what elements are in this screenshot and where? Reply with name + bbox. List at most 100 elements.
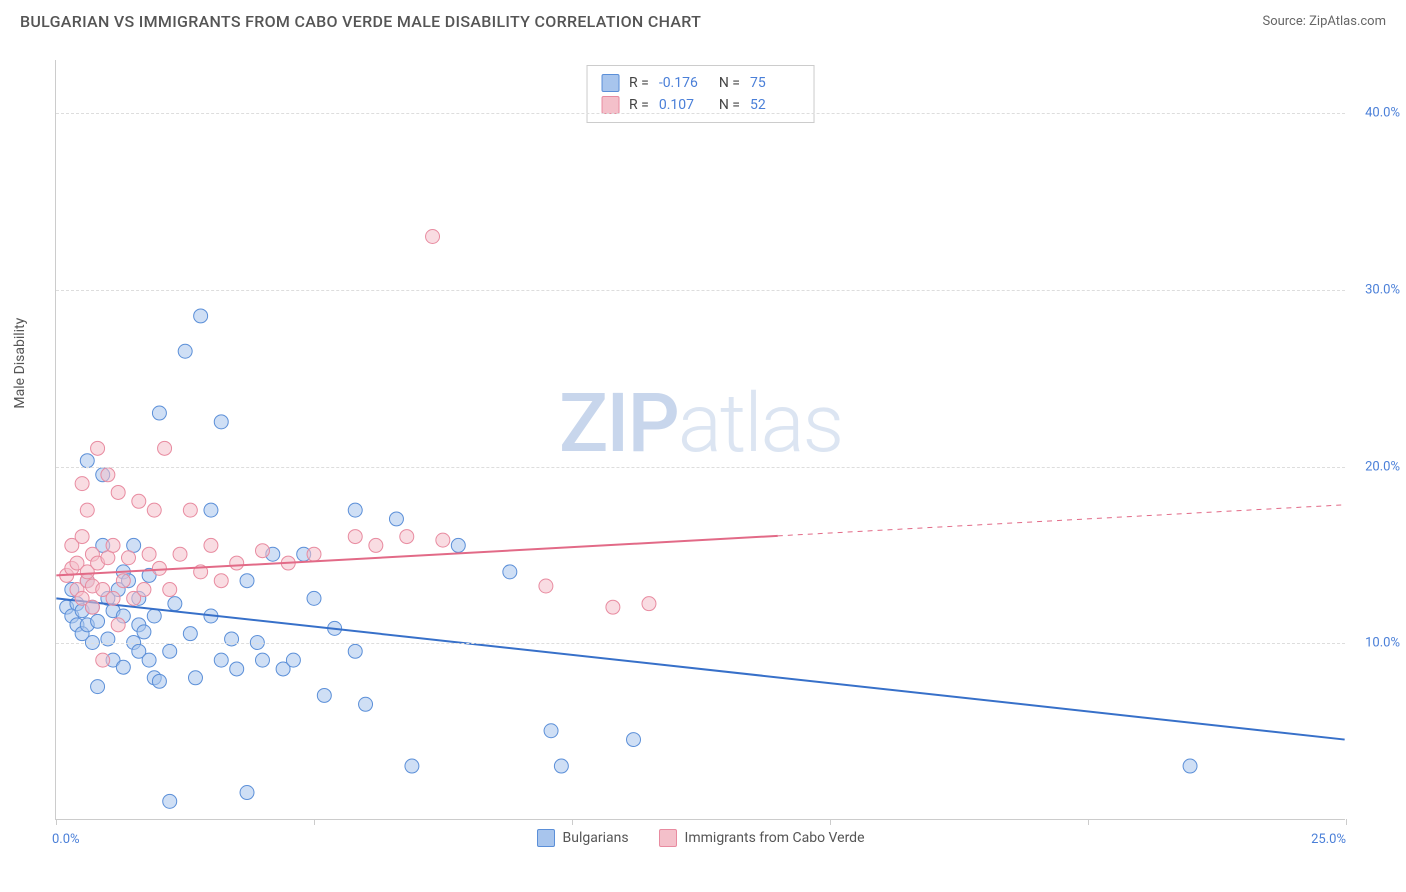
legend-series-label: Immigrants from Cabo Verde bbox=[685, 830, 865, 846]
data-point bbox=[188, 671, 202, 685]
data-point bbox=[539, 579, 553, 593]
data-point bbox=[122, 551, 136, 565]
data-point bbox=[426, 230, 440, 244]
data-point bbox=[204, 503, 218, 517]
data-point bbox=[142, 547, 156, 561]
data-point bbox=[214, 653, 228, 667]
legend-r-label: R = bbox=[629, 97, 649, 113]
data-point bbox=[96, 653, 110, 667]
legend-n-value: 52 bbox=[750, 97, 800, 113]
data-point bbox=[194, 309, 208, 323]
legend-n-label: N = bbox=[719, 75, 740, 91]
data-point bbox=[158, 441, 172, 455]
data-point bbox=[85, 600, 99, 614]
data-point bbox=[147, 503, 161, 517]
chart-plot-area: ZIPatlas R =-0.176N =75R =0.107N =52 Bul… bbox=[55, 60, 1345, 820]
x-tick bbox=[1088, 819, 1089, 825]
data-point bbox=[348, 503, 362, 517]
x-tick-label: 25.0% bbox=[1311, 832, 1346, 847]
trend-line-extrapolated bbox=[778, 505, 1345, 536]
data-point bbox=[106, 591, 120, 605]
trend-line bbox=[56, 536, 777, 576]
data-point bbox=[348, 644, 362, 658]
data-point bbox=[132, 494, 146, 508]
data-point bbox=[116, 574, 130, 588]
data-point bbox=[163, 644, 177, 658]
data-point bbox=[642, 597, 656, 611]
data-point bbox=[369, 538, 383, 552]
data-point bbox=[163, 794, 177, 808]
chart-source: Source: ZipAtlas.com bbox=[1262, 14, 1386, 29]
data-point bbox=[389, 512, 403, 526]
data-point bbox=[230, 662, 244, 676]
y-tick-label: 40.0% bbox=[1350, 106, 1400, 121]
data-point bbox=[116, 660, 130, 674]
chart-title: BULGARIAN VS IMMIGRANTS FROM CABO VERDE … bbox=[20, 12, 701, 31]
data-point bbox=[91, 614, 105, 628]
data-point bbox=[400, 530, 414, 544]
legend-correlation-row: R = -0.176 N = 75 bbox=[601, 72, 800, 94]
data-point bbox=[230, 556, 244, 570]
y-tick-label: 30.0% bbox=[1350, 282, 1400, 297]
data-point bbox=[307, 591, 321, 605]
data-point bbox=[173, 547, 187, 561]
legend-n-value: 75 bbox=[750, 75, 800, 91]
data-point bbox=[317, 688, 331, 702]
data-point bbox=[183, 503, 197, 517]
grid-line bbox=[56, 290, 1345, 291]
data-point bbox=[436, 533, 450, 547]
legend-n-label: N = bbox=[719, 97, 740, 113]
data-point bbox=[214, 415, 228, 429]
x-tick-label: 0.0% bbox=[52, 832, 80, 847]
data-point bbox=[75, 477, 89, 491]
x-tick bbox=[572, 819, 573, 825]
legend-r-value: 0.107 bbox=[659, 97, 709, 113]
data-point bbox=[111, 485, 125, 499]
data-point bbox=[91, 680, 105, 694]
data-point bbox=[348, 530, 362, 544]
data-point bbox=[106, 538, 120, 552]
trend-line bbox=[56, 598, 1344, 739]
scatter-svg bbox=[56, 60, 1345, 819]
data-point bbox=[152, 406, 166, 420]
legend-swatch bbox=[659, 829, 677, 847]
data-point bbox=[152, 561, 166, 575]
data-point bbox=[91, 441, 105, 455]
legend-series-label: Bulgarians bbox=[563, 830, 629, 846]
data-point bbox=[147, 609, 161, 623]
legend-series-item: Bulgarians bbox=[537, 829, 629, 847]
data-point bbox=[405, 759, 419, 773]
data-point bbox=[168, 597, 182, 611]
legend-r-value: -0.176 bbox=[659, 75, 709, 91]
data-point bbox=[137, 625, 151, 639]
grid-line bbox=[56, 467, 1345, 468]
data-point bbox=[307, 547, 321, 561]
data-point bbox=[359, 697, 373, 711]
data-point bbox=[255, 544, 269, 558]
legend-swatch bbox=[537, 829, 555, 847]
data-point bbox=[142, 653, 156, 667]
x-tick bbox=[56, 819, 57, 825]
data-point bbox=[1183, 759, 1197, 773]
data-point bbox=[204, 538, 218, 552]
legend-r-label: R = bbox=[629, 75, 649, 91]
y-tick-label: 20.0% bbox=[1350, 459, 1400, 474]
data-point bbox=[451, 538, 465, 552]
data-point bbox=[544, 724, 558, 738]
data-point bbox=[627, 733, 641, 747]
data-point bbox=[286, 653, 300, 667]
y-tick-label: 10.0% bbox=[1350, 636, 1400, 651]
data-point bbox=[554, 759, 568, 773]
data-point bbox=[178, 344, 192, 358]
data-point bbox=[80, 503, 94, 517]
data-point bbox=[101, 468, 115, 482]
y-axis-label: Male Disability bbox=[12, 318, 28, 409]
grid-line bbox=[56, 643, 1345, 644]
x-tick bbox=[314, 819, 315, 825]
data-point bbox=[503, 565, 517, 579]
data-point bbox=[240, 574, 254, 588]
data-point bbox=[214, 574, 228, 588]
data-point bbox=[163, 583, 177, 597]
legend-series: Bulgarians Immigrants from Cabo Verde bbox=[537, 829, 865, 847]
x-tick bbox=[1346, 819, 1347, 825]
